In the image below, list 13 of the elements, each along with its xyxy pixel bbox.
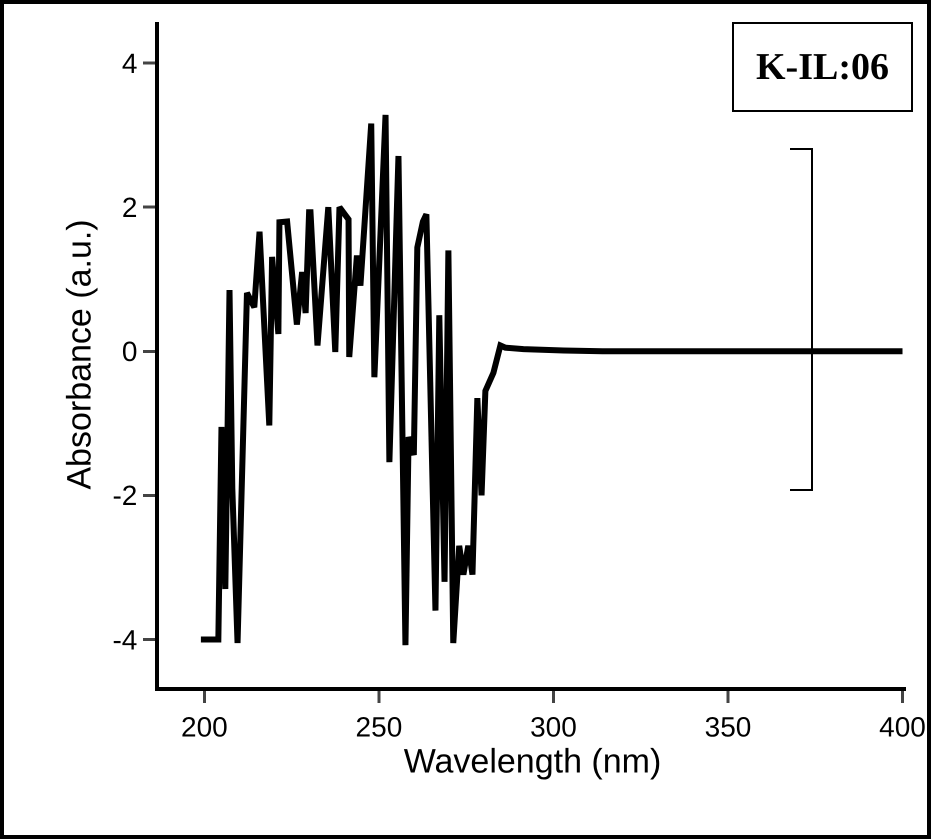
x-tick-label: 350 — [704, 712, 752, 743]
x-axis-title: Wavelength (nm) — [404, 742, 662, 781]
x-tick-label: 250 — [356, 712, 402, 743]
x-tick-label: 300 — [530, 712, 577, 743]
y-tick-label: -4 — [112, 624, 138, 656]
x-tick-label: 400 — [879, 712, 926, 743]
y-tick-label: 2 — [122, 192, 138, 223]
y-tick-label: 0 — [122, 336, 138, 368]
y-axis-title: Absorbance (a.u.) — [60, 219, 99, 490]
x-tick-label: 200 — [181, 712, 228, 743]
annotation: K-IL:06 — [756, 46, 889, 88]
y-tick-label: -2 — [112, 480, 138, 512]
y-tick-label: 4 — [122, 48, 138, 79]
